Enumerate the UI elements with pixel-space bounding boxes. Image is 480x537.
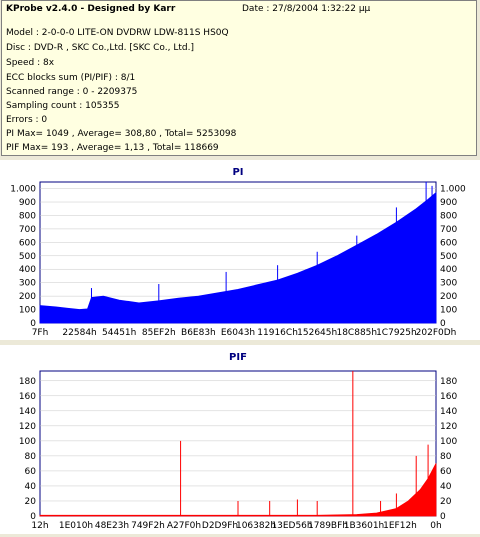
pif-y-tick-right: 140 — [440, 407, 457, 417]
info-ecc-blocks: ECC blocks sum (PI/PIF) : 8/1 — [6, 73, 136, 83]
pi-y-tick-right: 300 — [440, 279, 457, 289]
pi-x-tick: 1C7925h — [376, 328, 417, 338]
pi-y-tick-left: 1.000 — [10, 185, 36, 195]
pif-y-tick-left: 140 — [19, 407, 36, 417]
pif-chart: PIF 0 0 20 20 40 40 60 60 80 80 100 100 120 120 140 140 1… — [19, 352, 458, 531]
pif-x-tick: 1789BFh — [308, 521, 348, 531]
pi-y-tick-left: 300 — [19, 279, 36, 289]
pi-y-tick-right: 1.000 — [440, 185, 466, 195]
pi-chart-title: PI — [232, 167, 243, 178]
pi-chart: PI 0 0 100 100 200 200 300 300 400 400 500 500 600 600… — [10, 167, 466, 338]
pif-y-tick-right: 40 — [440, 482, 452, 492]
info-errors: Errors : 0 — [6, 115, 48, 125]
pi-y-tick-left: 600 — [19, 238, 36, 248]
pif-x-tick: 749F2h — [131, 521, 165, 531]
pi-x-tick: B6E83h — [181, 328, 216, 338]
info-panel: KProbe v2.4.0 - Designed by Karr Date : … — [1, 0, 477, 156]
pi-y-tick-right: 700 — [440, 225, 457, 235]
pi-y-tick-right: 400 — [440, 265, 457, 275]
pif-x-tick: D2D9Fh — [202, 521, 238, 531]
pif-y-tick-right: 0 — [440, 512, 446, 522]
pif-y-tick-left: 100 — [19, 437, 36, 447]
pi-series-area — [39, 191, 437, 324]
pif-y-tick-left: 60 — [25, 467, 37, 477]
pif-chart-title: PIF — [229, 352, 247, 363]
info-pi-stats: PI Max= 1049 , Average= 308,80 , Total= … — [6, 129, 237, 139]
app-title: KProbe v2.4.0 - Designed by Karr — [6, 4, 176, 14]
pif-x-tick: 1B3601h — [344, 521, 385, 531]
scan-date: Date : 27/8/2004 1:32:22 μμ — [242, 4, 371, 14]
pif-y-tick-right: 160 — [440, 392, 457, 402]
pi-x-tick: 7Fh — [32, 328, 49, 338]
pif-x-tick: 12h — [31, 521, 48, 531]
info-pif-stats: PIF Max= 193 , Average= 1,13 , Total= 11… — [6, 143, 219, 153]
pi-y-tick-right: 200 — [440, 292, 457, 302]
pi-chart-panel: PI 0 0 100 100 200 200 300 300 400 400 500 500 600 600… — [0, 160, 480, 340]
pif-x-tick: A27F0h — [167, 521, 201, 531]
pif-y-tick-left: 20 — [25, 497, 37, 507]
pi-x-tick: 18C885h — [336, 328, 377, 338]
info-model: Model : 2-0-0-0 LITE-ON DVDRW LDW-811S H… — [6, 28, 229, 38]
pif-y-tick-left: 80 — [25, 452, 37, 462]
pi-x-tick: 202F0Dh — [416, 328, 457, 338]
pi-x-tick: 152645h — [297, 328, 337, 338]
pif-y-tick-right: 120 — [440, 422, 457, 432]
pif-y-tick-right: 100 — [440, 437, 457, 447]
pif-y-tick-left: 160 — [19, 392, 36, 402]
pif-y-tick-right: 60 — [440, 467, 452, 477]
pi-y-tick-left: 0 — [30, 319, 36, 329]
pif-plot-area — [39, 370, 437, 517]
info-disc: Disc : DVD-R , SKC Co.,Ltd. [SKC Co., Lt… — [6, 43, 194, 53]
pi-x-tick: E6043h — [221, 328, 255, 338]
pif-y-tick-right: 20 — [440, 497, 452, 507]
pif-x-tick: 1EF12h — [383, 521, 417, 531]
pi-y-tick-left: 500 — [19, 252, 36, 262]
pif-x-tick: 1E010h — [59, 521, 93, 531]
pif-y-tick-left: 180 — [19, 377, 36, 387]
pi-x-tick: 11916Ch — [257, 328, 298, 338]
pi-y-tick-left: 100 — [19, 306, 36, 316]
pi-y-tick-left: 200 — [19, 292, 36, 302]
pi-y-tick-right: 0 — [440, 319, 446, 329]
info-speed: Speed : 8x — [6, 58, 55, 68]
pi-y-tick-right: 500 — [440, 252, 457, 262]
pif-y-tick-right: 180 — [440, 377, 457, 387]
pif-y-tick-left: 120 — [19, 422, 36, 432]
pif-x-tick: 13ED56h — [271, 521, 312, 531]
pi-y-tick-right: 100 — [440, 306, 457, 316]
pif-y-tick-left: 40 — [25, 482, 37, 492]
pi-y-tick-right: 900 — [440, 198, 457, 208]
pi-y-tick-right: 600 — [440, 238, 457, 248]
pif-y-tick-right: 80 — [440, 452, 452, 462]
pi-y-tick-left: 700 — [19, 225, 36, 235]
pif-x-tick: 48E23h — [95, 521, 129, 531]
info-sampling-count: Sampling count : 105355 — [6, 101, 120, 111]
pi-y-tick-left: 400 — [19, 265, 36, 275]
pif-chart-panel: PIF 0 0 20 20 40 40 60 60 80 80 100 100 120 120 140 140 1… — [0, 345, 480, 534]
pi-x-tick: 22584h — [62, 328, 96, 338]
pi-y-tick-left: 900 — [19, 198, 36, 208]
pi-y-tick-right: 800 — [440, 211, 457, 221]
pi-x-tick: 85EF2h — [142, 328, 176, 338]
info-scanned-range: Scanned range : 0 - 2209375 — [6, 87, 138, 97]
pif-x-tick: 0h — [430, 521, 441, 531]
pif-x-tick: 106382h — [236, 521, 276, 531]
pi-y-tick-left: 800 — [19, 211, 36, 221]
pif-y-tick-left: 0 — [30, 512, 36, 522]
pi-x-tick: 54451h — [102, 328, 136, 338]
